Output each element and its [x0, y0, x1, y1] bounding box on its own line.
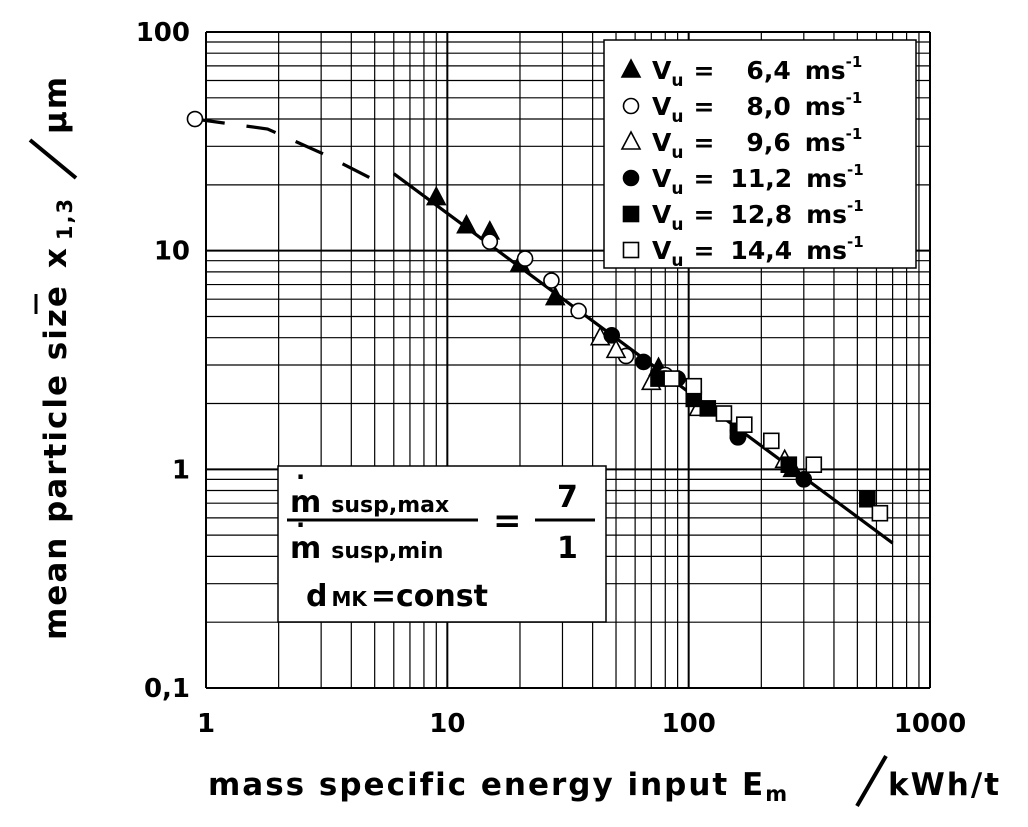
y-axis-unit-slash-mark — [28, 138, 78, 180]
data-point-open-square — [805, 456, 823, 473]
annotation-numerator: m susp,max — [290, 485, 449, 520]
legend-label: Vu = 8,0 ms-1 — [652, 89, 862, 127]
y-axis-unit: µm — [38, 75, 74, 134]
data-point-filled-circle — [635, 353, 652, 371]
annotation-ratio-top: 7 — [557, 480, 578, 515]
data-point-open-circle — [481, 233, 499, 250]
data-point-open-circle — [186, 110, 204, 128]
legend-marker-filled-circle-icon — [622, 169, 640, 187]
data-point-open-circle — [543, 272, 560, 289]
data-point-open-square — [735, 416, 753, 433]
x-axis-unit-slash-mark — [855, 754, 888, 808]
legend-box — [603, 39, 917, 269]
svg-text:mean particle sizex1,3: mean particle sizex1,3 — [38, 197, 77, 640]
data-point-open-triangle — [605, 338, 627, 359]
legend-label: Vu = 6,4 ms-1 — [652, 53, 862, 91]
data-point-filled-triangle — [544, 285, 566, 306]
legend-label: Vu = 11,2 ms-1 — [652, 161, 864, 199]
x-axis-unit: kWh/t — [888, 767, 1001, 803]
data-point-filled-circle — [603, 327, 621, 344]
y-axis-symbol: x — [38, 246, 74, 268]
data-point-filled-square — [699, 400, 717, 417]
annotation-ratio-bottom: 1 — [557, 531, 578, 566]
data-point-open-square — [715, 405, 733, 422]
y-tick-label: 0,1 — [144, 674, 190, 704]
data-point-filled-square — [859, 490, 876, 508]
legend-marker-filled-square-icon — [622, 205, 640, 223]
annotation-equals: = — [493, 501, 522, 541]
annotation-numerator-dot: · — [296, 463, 305, 491]
dashed-extrapolation-line — [194, 117, 376, 182]
data-point-filled-square — [780, 456, 798, 473]
legend-label: Vu = 14,4 ms-1 — [652, 233, 864, 271]
legend-marker-open-circle-icon — [622, 97, 640, 115]
legend: Vu = 6,4 ms-1Vu = 8,0 ms-1Vu = 9,6 ms-1Vu = 11,2 ms-… — [603, 39, 917, 271]
y-tick-label: 100 — [136, 18, 190, 48]
x-tick-label: 1 — [197, 709, 215, 739]
annotation-line2: d MK =const — [306, 579, 488, 614]
legend-label: Vu = 12,8 ms-1 — [652, 197, 864, 235]
x-tick-label: 10 — [429, 709, 465, 739]
annotation-frame — [277, 465, 607, 623]
data-point-open-circle — [570, 302, 587, 320]
data-point-open-square — [871, 504, 889, 522]
data-point-open-square — [763, 432, 780, 450]
data-point-filled-triangle — [425, 185, 447, 206]
y-axis-label: mean particle sizex1,3 µm — [28, 75, 78, 640]
legend-marker-filled-triangle-icon — [620, 58, 642, 78]
x-axis-label: mass specific energy input Em — [208, 767, 789, 806]
annotation-denominator-dot: · — [296, 511, 305, 539]
annotation-box: · m susp,max · m susp,min = 7 1 d MK =const — [277, 463, 607, 623]
legend-marker-open-square-icon — [622, 241, 640, 259]
data-point-open-square — [685, 377, 703, 395]
data-point-filled-triangle — [456, 214, 477, 234]
y-tick-label: 1 — [172, 455, 190, 485]
data-point-open-circle — [516, 250, 534, 267]
legend-label: Vu = 9,6 ms-1 — [652, 125, 862, 163]
data-point-filled-circle — [795, 471, 813, 488]
y-tick-label: 10 — [154, 237, 190, 267]
data-point-open-square — [663, 370, 680, 387]
legend-marker-open-triangle-icon — [620, 130, 642, 150]
data-points — [186, 110, 889, 522]
x-tick-label: 100 — [662, 709, 716, 739]
annotation-denominator: m susp,min — [290, 531, 443, 566]
x-tick-label: 1000 — [894, 709, 966, 739]
